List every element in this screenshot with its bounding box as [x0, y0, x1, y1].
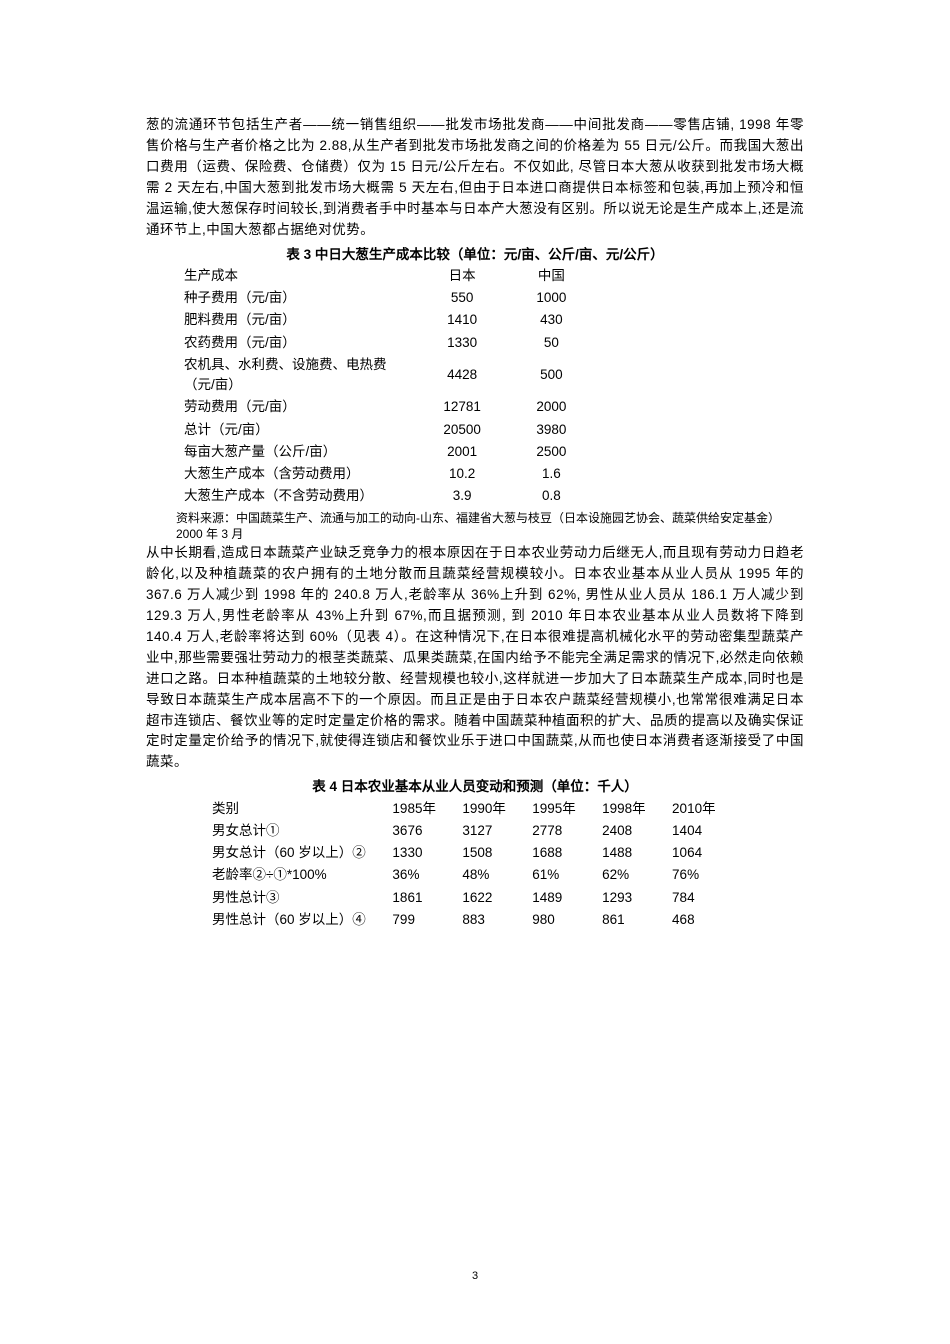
cell: 大葱生产成本（含劳动费用）	[176, 463, 418, 485]
cell: 1985年	[386, 798, 456, 820]
cell: 1508	[456, 842, 526, 864]
cell: 1000	[507, 287, 596, 309]
cell: 883	[456, 909, 526, 931]
cell: 799	[386, 909, 456, 931]
cell: 550	[418, 287, 507, 309]
cell: 男性总计③	[206, 887, 386, 909]
cell: 1995年	[526, 798, 596, 820]
cell: 1293	[596, 887, 666, 909]
cell: 类别	[206, 798, 386, 820]
table-row: 生产成本 日本 中国	[176, 265, 596, 287]
cell: 1.6	[507, 463, 596, 485]
cell: 大葱生产成本（不含劳动费用）	[176, 485, 418, 507]
table-row: 农药费用（元/亩） 1330 50	[176, 332, 596, 354]
table3: 生产成本 日本 中国 种子费用（元/亩） 550 1000 肥料费用（元/亩） …	[176, 265, 596, 508]
table-row: 男女总计（60 岁以上）② 1330 1508 1688 1488 1064	[206, 842, 736, 864]
table-row: 男女总计① 3676 3127 2778 2408 1404	[206, 820, 736, 842]
table-row: 每亩大葱产量（公斤/亩） 2001 2500	[176, 441, 596, 463]
cell: 日本	[418, 265, 507, 287]
table-row: 类别 1985年 1990年 1995年 1998年 2010年	[206, 798, 736, 820]
cell: 1330	[418, 332, 507, 354]
cell: 3676	[386, 820, 456, 842]
cell: 980	[526, 909, 596, 931]
cell: 1998年	[596, 798, 666, 820]
table-row: 农机具、水利费、设施费、电热费（元/亩） 4428 500	[176, 354, 596, 397]
page-content: 葱的流通环节包括生产者——统一销售组织——批发市场批发商——中间批发商——零售店…	[0, 0, 950, 931]
cell: 784	[666, 887, 736, 909]
cell: 男性总计（60 岁以上）④	[206, 909, 386, 931]
cell: 76%	[666, 864, 736, 886]
table-row: 肥料费用（元/亩） 1410 430	[176, 309, 596, 331]
table-row: 男性总计（60 岁以上）④ 799 883 980 861 468	[206, 909, 736, 931]
cell: 肥料费用（元/亩）	[176, 309, 418, 331]
cell: 2500	[507, 441, 596, 463]
cell: 500	[507, 354, 596, 397]
table-row: 总计（元/亩） 20500 3980	[176, 419, 596, 441]
cell: 10.2	[418, 463, 507, 485]
cell: 468	[666, 909, 736, 931]
cell: 中国	[507, 265, 596, 287]
cell: 50	[507, 332, 596, 354]
cell: 1489	[526, 887, 596, 909]
cell: 0.8	[507, 485, 596, 507]
page-number: 3	[0, 1270, 950, 1282]
table-row: 老龄率②÷①*100% 36% 48% 61% 62% 76%	[206, 864, 736, 886]
cell: 生产成本	[176, 265, 418, 287]
cell: 1404	[666, 820, 736, 842]
cell: 种子费用（元/亩）	[176, 287, 418, 309]
cell: 1330	[386, 842, 456, 864]
cell: 12781	[418, 396, 507, 418]
cell: 农药费用（元/亩）	[176, 332, 418, 354]
cell: 1410	[418, 309, 507, 331]
table-row: 大葱生产成本（不含劳动费用） 3.9 0.8	[176, 485, 596, 507]
table-row: 男性总计③ 1861 1622 1489 1293 784	[206, 887, 736, 909]
cell: 36%	[386, 864, 456, 886]
cell: 男女总计①	[206, 820, 386, 842]
cell: 3.9	[418, 485, 507, 507]
table4: 类别 1985年 1990年 1995年 1998年 2010年 男女总计① 3…	[206, 798, 736, 932]
cell: 20500	[418, 419, 507, 441]
cell: 2778	[526, 820, 596, 842]
cell: 1688	[526, 842, 596, 864]
table-row: 大葱生产成本（含劳动费用） 10.2 1.6	[176, 463, 596, 485]
paragraph-2: 从中长期看,造成日本蔬菜产业缺乏竞争力的根本原因在于日本农业劳动力后继无人,而且…	[146, 543, 804, 773]
table3-source: 资料来源：中国蔬菜生产、流通与加工的动向-山东、福建省大葱与枝豆（日本设施园艺协…	[176, 508, 804, 544]
cell: 每亩大葱产量（公斤/亩）	[176, 441, 418, 463]
cell: 2010年	[666, 798, 736, 820]
cell: 861	[596, 909, 666, 931]
paragraph-1: 葱的流通环节包括生产者——统一销售组织——批发市场批发商——中间批发商——零售店…	[146, 115, 804, 241]
cell: 48%	[456, 864, 526, 886]
cell: 2001	[418, 441, 507, 463]
table4-title: 表 4 日本农业基本从业人员变动和预测（单位：千人）	[146, 777, 804, 797]
cell: 1622	[456, 887, 526, 909]
cell: 3980	[507, 419, 596, 441]
table-row: 种子费用（元/亩） 550 1000	[176, 287, 596, 309]
table-row: 劳动费用（元/亩） 12781 2000	[176, 396, 596, 418]
cell: 1990年	[456, 798, 526, 820]
cell: 62%	[596, 864, 666, 886]
cell: 总计（元/亩）	[176, 419, 418, 441]
cell: 农机具、水利费、设施费、电热费（元/亩）	[176, 354, 418, 397]
cell: 2408	[596, 820, 666, 842]
cell: 男女总计（60 岁以上）②	[206, 842, 386, 864]
cell: 61%	[526, 864, 596, 886]
cell: 劳动费用（元/亩）	[176, 396, 418, 418]
cell: 1064	[666, 842, 736, 864]
cell: 2000	[507, 396, 596, 418]
table3-title: 表 3 中日大葱生产成本比较（单位：元/亩、公斤/亩、元/公斤）	[146, 245, 804, 265]
cell: 1488	[596, 842, 666, 864]
cell: 1861	[386, 887, 456, 909]
cell: 老龄率②÷①*100%	[206, 864, 386, 886]
cell: 4428	[418, 354, 507, 397]
cell: 430	[507, 309, 596, 331]
cell: 3127	[456, 820, 526, 842]
